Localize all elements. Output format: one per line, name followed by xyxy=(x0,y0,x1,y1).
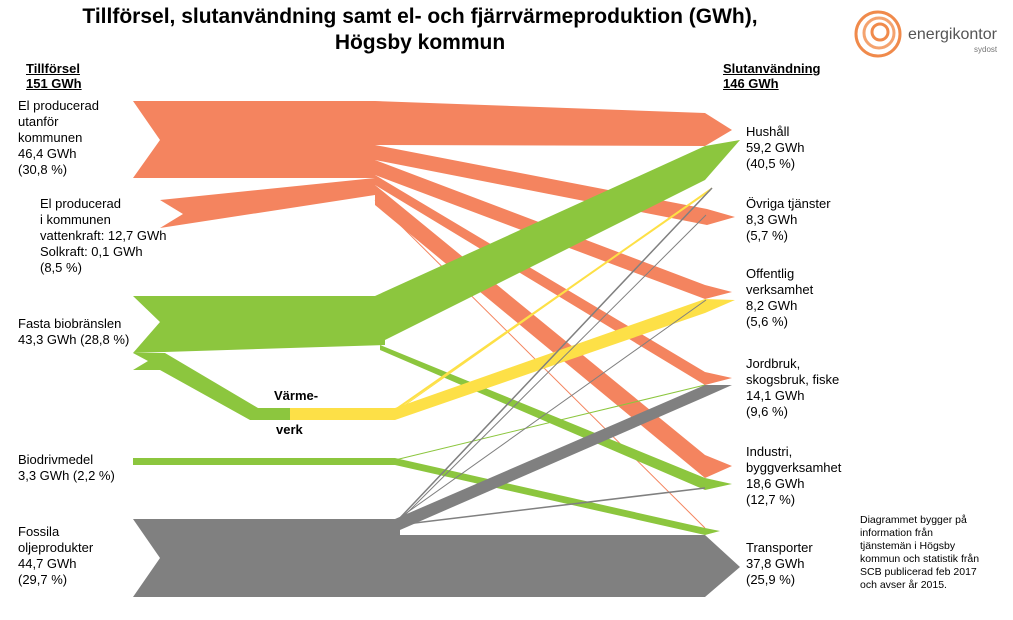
note-line: information från xyxy=(860,527,933,539)
flow-bio-source xyxy=(133,296,385,353)
source-line: 3,3 GWh (2,2 %) xyxy=(18,468,115,483)
sector-line: (12,7 %) xyxy=(746,492,796,507)
source-label-el-local: El producerad i kommunen vattenkraft: 12… xyxy=(40,196,166,276)
sector-line: (40,5 %) xyxy=(746,156,796,171)
sector-line: (5,7 %) xyxy=(746,228,788,243)
sector-label-agriculture: Jordbruk, skogsbruk, fiske 14,1 GWh (9,6… xyxy=(746,356,839,420)
source-line: (30,8 %) xyxy=(18,162,68,177)
sector-line: 37,8 GWh xyxy=(746,556,805,571)
note-line: SCB publicerad feb 2017 xyxy=(860,566,977,578)
spiral-icon xyxy=(854,10,902,58)
sector-line: Industri, xyxy=(746,444,793,459)
supply-header: Tillförsel 151 GWh xyxy=(26,61,82,91)
note-line: Diagrammet bygger på xyxy=(860,514,967,526)
logo-subtext: sydost xyxy=(974,45,998,54)
source-line: oljeprodukter xyxy=(18,540,94,555)
sector-line: Övriga tjänster xyxy=(746,196,831,211)
logo-text: energikontor xyxy=(908,26,997,43)
sector-line: (5,6 %) xyxy=(746,314,788,329)
sector-line: Transporter xyxy=(746,540,813,555)
sector-line: Hushåll xyxy=(746,124,790,139)
flow-heat-to-public xyxy=(395,299,735,420)
sector-label-households: Hushåll 59,2 GWh (40,5 %) xyxy=(746,124,805,172)
source-line: Solkraft: 0,1 GWh xyxy=(40,244,143,259)
sector-line: Jordbruk, xyxy=(746,356,801,371)
sector-line: (25,9 %) xyxy=(746,572,796,587)
note-line: och avser år 2015. xyxy=(860,579,947,591)
sector-label-transport: Transporter 37,8 GWh (25,9 %) xyxy=(746,540,813,588)
source-label-fossil: Fossila oljeprodukter 44,7 GWh (29,7 %) xyxy=(18,524,93,588)
heating-plant-bar xyxy=(290,408,395,420)
sector-line: 14,1 GWh xyxy=(746,388,805,403)
note-line: tjänstemän i Högsby xyxy=(860,540,956,552)
flow-fossil-to-services xyxy=(397,187,713,521)
source-line: El producerad xyxy=(18,98,99,113)
source-line: 44,7 GWh xyxy=(18,556,77,571)
flow-biodiesel-source xyxy=(133,458,395,465)
flow-heat-to-households xyxy=(397,187,713,411)
source-line: utanför xyxy=(18,114,59,129)
flow-biodiesel-to-agriculture xyxy=(394,384,706,461)
flow-bio-to-heat xyxy=(133,353,290,420)
flow-fossil-to-households xyxy=(397,299,707,520)
source-line: i kommunen xyxy=(40,212,111,227)
flow-bio-to-industry xyxy=(380,345,732,490)
source-line: Fasta biobränslen xyxy=(18,316,122,331)
source-line: vattenkraft: 12,7 GWh xyxy=(40,228,167,243)
source-line: (8,5 %) xyxy=(40,260,82,275)
use-header-label: Slutanvändning xyxy=(723,61,821,76)
title-line-1: Tillförsel, slutanvändning samt el- och … xyxy=(82,5,758,28)
flow-el-to-households xyxy=(375,101,732,146)
use-header-total: 146 GWh xyxy=(723,76,779,91)
source-note: Diagrammet bygger på information från tj… xyxy=(860,514,979,592)
sector-line: skogsbruk, fiske xyxy=(746,372,840,387)
sector-label-services: Övriga tjänster 8,3 GWh (5,7 %) xyxy=(746,196,831,244)
energikontor-logo: energikontor sydost xyxy=(852,8,1012,60)
sector-line: (9,6 %) xyxy=(746,404,788,419)
source-label-el-external: El producerad utanför kommunen 46,4 GWh … xyxy=(18,98,99,178)
source-line: (29,7 %) xyxy=(18,572,68,587)
use-header: Slutanvändning 146 GWh xyxy=(723,61,821,91)
source-label-biodiesel: Biodrivmedel 3,3 GWh (2,2 %) xyxy=(18,452,115,484)
source-line: kommunen xyxy=(18,130,83,145)
source-line: Biodrivmedel xyxy=(18,452,94,467)
chart-title: Tillförsel, slutanvändning samt el- och … xyxy=(60,4,780,56)
source-line: 43,3 GWh (28,8 %) xyxy=(18,332,130,347)
flow-el-external-source xyxy=(133,101,375,178)
sector-line: 18,6 GWh xyxy=(746,476,805,491)
heating-plant-label-2: verk xyxy=(276,422,303,437)
sector-line: 59,2 GWh xyxy=(746,140,805,155)
sector-label-public: Offentlig verksamhet 8,2 GWh (5,6 %) xyxy=(746,266,813,330)
flow-el-local-source xyxy=(160,178,375,228)
source-line: El producerad xyxy=(40,196,121,211)
flow-fossil-to-public xyxy=(397,214,707,523)
supply-header-label: Tillförsel xyxy=(26,61,80,76)
sector-line: byggverksamhet xyxy=(746,460,842,475)
source-line: Fossila xyxy=(18,524,60,539)
flow-biodiesel-to-transport xyxy=(395,458,720,535)
sector-line: 8,2 GWh xyxy=(746,298,798,313)
sector-label-industry: Industri, byggverksamhet 18,6 GWh (12,7 … xyxy=(746,444,841,508)
source-line: 46,4 GWh xyxy=(18,146,77,161)
supply-header-total: 151 GWh xyxy=(26,76,82,91)
sector-line: verksamhet xyxy=(746,282,814,297)
sector-line: 8,3 GWh xyxy=(746,212,798,227)
flow-fossil-to-industry xyxy=(397,487,706,526)
source-label-bio: Fasta biobränslen 43,3 GWh (28,8 %) xyxy=(18,316,129,348)
sector-line: Offentlig xyxy=(746,266,795,281)
note-line: kommun och statistik från xyxy=(860,553,980,565)
heating-plant-label-1: Värme- xyxy=(274,388,319,403)
title-line-2: Högsby kommun xyxy=(334,31,506,54)
flow-fossil-source xyxy=(133,519,740,597)
flow-fossil-to-agriculture xyxy=(395,385,732,530)
flow-bio-to-households xyxy=(375,140,740,345)
